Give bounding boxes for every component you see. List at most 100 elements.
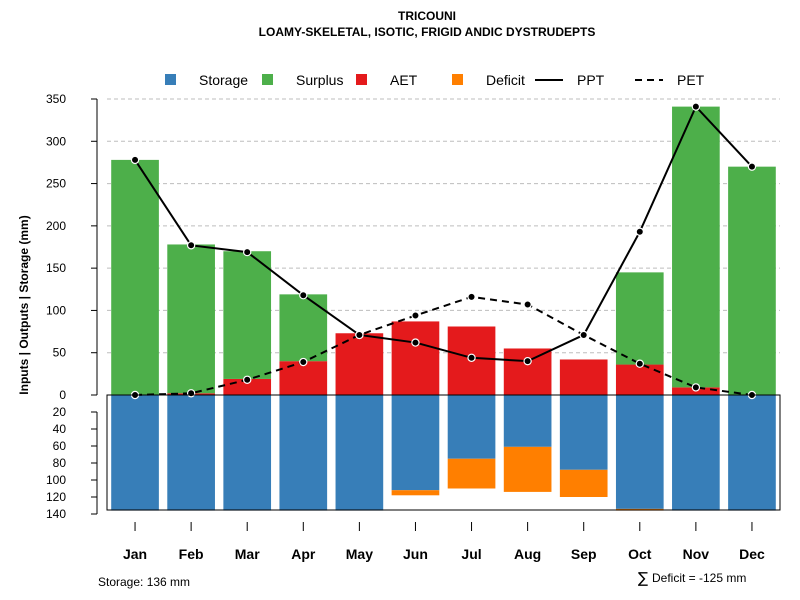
ppt-point <box>635 227 644 236</box>
ppt-point <box>299 291 308 300</box>
y-tick-label: 150 <box>46 261 66 275</box>
pet-point <box>635 359 644 368</box>
pet-point <box>243 375 252 384</box>
x-tick-label: Mar <box>235 546 260 562</box>
legend: Storage Surplus AET Deficit PPT PET <box>165 72 705 88</box>
lines <box>130 102 757 400</box>
surplus-bar <box>615 272 664 365</box>
surplus-bar <box>111 159 159 395</box>
legend-label: AET <box>390 72 418 88</box>
x-tick-label: Feb <box>179 546 204 562</box>
x-tick-label: Jan <box>123 546 147 562</box>
x-tick-label: Nov <box>683 546 710 562</box>
y-tick-label: 0 <box>59 388 66 402</box>
y-tick-label: 40 <box>53 422 67 436</box>
y-tick-label: 100 <box>46 473 66 487</box>
x-tick-label: Oct <box>628 546 652 562</box>
y-axis-label: Inputs | Outputs | Storage (mm) <box>17 215 31 394</box>
chart-subtitle: LOAMY-SKELETAL, ISOTIC, FRIGID ANDIC DYS… <box>259 25 596 39</box>
ppt-point <box>130 155 140 165</box>
ppt-point <box>691 102 701 111</box>
pet-point <box>186 389 196 398</box>
legend-label: Deficit <box>486 72 525 88</box>
deficit-bar <box>391 490 440 496</box>
storage-bar <box>559 395 608 470</box>
axes: 0 50 100 150 200 250 300 350 20 40 60 80 100 120 140 Ja… <box>46 92 781 562</box>
storage-bar <box>111 395 159 511</box>
y-tick-label: 250 <box>46 177 66 191</box>
storage-bar <box>279 395 328 511</box>
storage-footnote: Storage: 136 mm <box>98 575 190 589</box>
aet-bar <box>279 361 328 395</box>
ppt-point <box>243 247 252 257</box>
y-tick-label: 100 <box>46 303 66 317</box>
deficit-bar <box>559 469 608 497</box>
lower-panel-border <box>106 394 781 511</box>
storage-bar <box>672 395 720 511</box>
storage-legend-swatch <box>165 74 176 85</box>
x-tick-label: Jul <box>461 546 481 562</box>
y-tick-label: 140 <box>46 507 66 521</box>
pet-point <box>467 292 476 302</box>
storage-bar <box>615 395 664 509</box>
surplus-bar <box>672 106 720 388</box>
legend-label: Surplus <box>296 72 343 88</box>
deficit-bar <box>503 446 552 492</box>
surplus-bar <box>223 251 272 379</box>
summation-symbol: ∑ <box>638 569 648 587</box>
x-tick-label: Apr <box>291 546 316 562</box>
pet-line <box>135 295 753 396</box>
storage-bar <box>447 395 496 459</box>
y-tick-label: 60 <box>53 439 67 453</box>
pet-point <box>579 330 588 340</box>
ppt-point <box>523 356 532 366</box>
surplus-bar <box>279 294 328 362</box>
x-tick-label: Sep <box>571 546 597 562</box>
x-tick-label: Dec <box>739 546 765 562</box>
y-tick-label: 80 <box>53 456 67 470</box>
storage-bar <box>223 395 272 511</box>
deficit-legend-swatch <box>452 74 463 85</box>
ppt-point <box>186 241 196 250</box>
chart-title: TRICOUNI <box>398 9 456 23</box>
deficit-bar <box>447 458 496 489</box>
pet-point <box>299 357 308 367</box>
y-tick-label: 300 <box>46 134 66 148</box>
x-tick-label: Jun <box>403 546 428 562</box>
legend-label: PPT <box>577 72 605 88</box>
deficit-footnote: Deficit = -125 mm <box>652 571 746 585</box>
y-tick-label: 200 <box>46 219 66 233</box>
ppt-point <box>467 353 476 362</box>
bars <box>111 106 776 511</box>
ppt-line <box>134 104 753 363</box>
surplus-bar <box>167 244 215 394</box>
pet-point <box>355 330 364 340</box>
pet-point <box>691 383 701 392</box>
y-tick-label: 120 <box>46 490 66 504</box>
x-tick-label: May <box>346 546 373 562</box>
y-tick-label: 20 <box>53 405 67 419</box>
legend-label: PET <box>677 72 705 88</box>
storage-bar <box>391 395 440 491</box>
x-tick-label: Aug <box>514 546 541 562</box>
pet-point <box>411 311 420 320</box>
storage-bar <box>728 395 776 511</box>
gridlines <box>107 98 780 354</box>
aet-bar <box>391 321 440 395</box>
storage-bar <box>503 395 552 447</box>
pet-point <box>523 300 532 309</box>
y-tick-label: 350 <box>46 92 66 106</box>
aet-bar <box>559 359 608 395</box>
storage-bar <box>335 395 384 511</box>
aet-bar <box>503 348 552 395</box>
ppt-point <box>411 338 420 347</box>
aet-legend-swatch <box>356 74 367 85</box>
surplus-legend-swatch <box>262 74 273 85</box>
aet-bar <box>615 364 664 395</box>
y-tick-label: 50 <box>53 346 67 360</box>
surplus-bar <box>728 166 776 395</box>
ppt-point <box>747 162 757 171</box>
legend-label: Storage <box>199 72 248 88</box>
storage-bar <box>167 395 215 511</box>
